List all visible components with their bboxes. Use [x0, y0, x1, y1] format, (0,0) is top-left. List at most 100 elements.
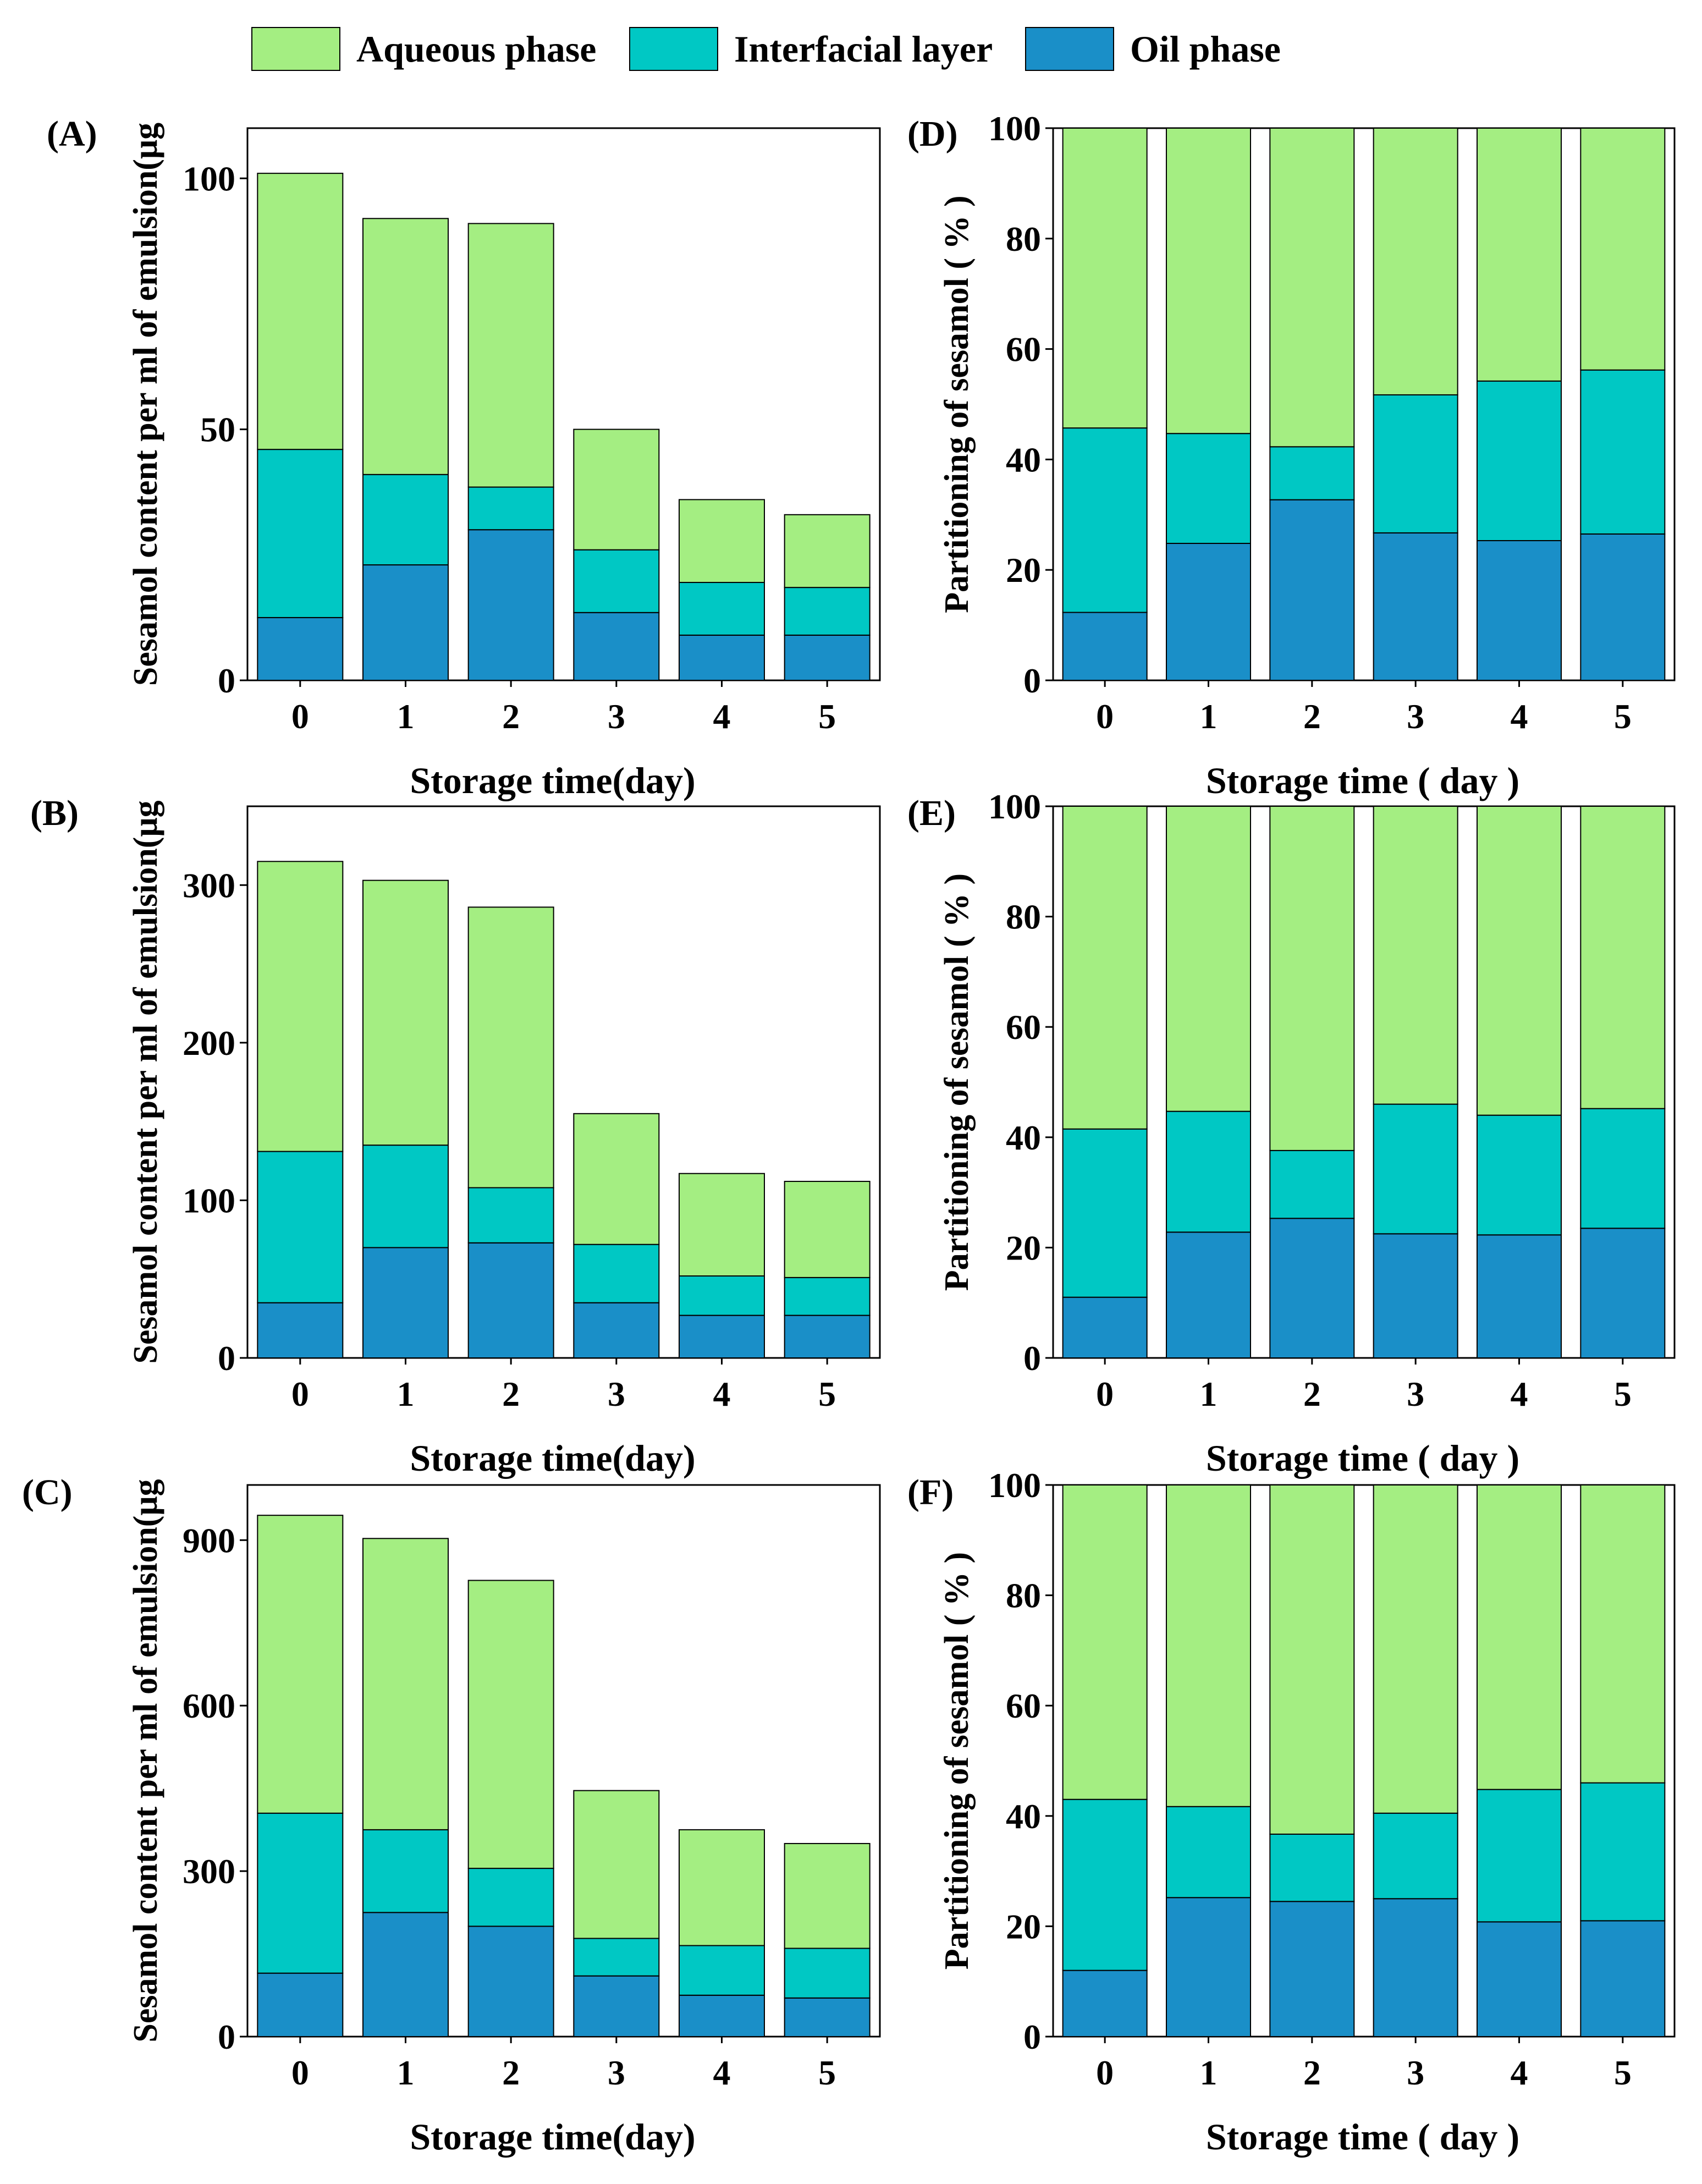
- bar-interfacial-layer-day-4: [679, 1945, 765, 1996]
- bar-interfacial-layer-day-3: [573, 1938, 660, 1977]
- bar-interfacial-layer-day-2: [1269, 1149, 1355, 1219]
- panel-label: (C): [22, 1472, 73, 1512]
- y-tick-label: 80: [1006, 1576, 1041, 1615]
- bar-interfacial-layer-day-4: [1477, 1789, 1562, 1923]
- y-axis-title: Partitioning of sesamol ( % ): [938, 1552, 976, 1970]
- x-axis-title: Storage time(day): [410, 1437, 695, 1479]
- bar-aqueous-phase-day-2: [467, 223, 554, 488]
- y-tick-label: 20: [1006, 1907, 1041, 1946]
- bar-oil-phase-day-3: [1373, 1233, 1458, 1358]
- x-tick-label: 1: [397, 2053, 415, 2092]
- bar-interfacial-layer-day-0: [1062, 427, 1148, 613]
- bar-oil-phase-day-3: [573, 1975, 660, 2037]
- panel-label: (B): [30, 793, 79, 833]
- bar-oil-phase-day-2: [467, 1242, 554, 1359]
- legend-swatch-1: [251, 27, 340, 71]
- bar-aqueous-phase-day-1: [1166, 128, 1251, 434]
- x-tick-label: 3: [1407, 697, 1424, 736]
- legend-swatch-3: [1025, 27, 1114, 71]
- bar-aqueous-phase-day-4: [679, 499, 765, 584]
- bar-interfacial-layer-day-2: [1269, 1833, 1355, 1902]
- chart-panel-6: (F) 12%31%57%25%17%58%24%12%63%25%15%60%2…: [907, 1466, 1676, 2158]
- bar-interfacial-layer-day-3: [1373, 1103, 1458, 1235]
- bar-oil-phase-day-0: [257, 1302, 344, 1358]
- bar-interfacial-layer-day-4: [679, 582, 765, 636]
- plot-frame: [246, 127, 881, 681]
- plot-frame: [246, 805, 881, 1359]
- y-tick-label: 0: [218, 661, 235, 700]
- x-tick-label: 0: [291, 2053, 309, 2092]
- bar-oil-phase-day-4: [679, 1994, 765, 2037]
- y-axis-title: Sesamol content per ml of emulsion(μg: [127, 800, 164, 1363]
- bar-oil-phase-day-1: [362, 1912, 449, 2037]
- panel-label: (A): [47, 114, 97, 154]
- data-labels: 12%33%54%25%20%55%33%9%58%27%25%48%25%29…: [1070, 230, 1658, 666]
- y-tick-label: 50: [200, 410, 235, 449]
- bar-oil-phase-day-2: [467, 1926, 554, 2037]
- x-tick-label: 0: [291, 697, 309, 736]
- y-axis-title: Partitioning of sesamol ( % ): [938, 195, 976, 613]
- plot-frame: [1052, 1484, 1676, 2038]
- y-tick-label: 40: [1006, 1797, 1041, 1836]
- y-tick-label: 100: [988, 109, 1041, 148]
- bar-aqueous-phase-day-2: [467, 1580, 554, 1869]
- x-tick-label: 3: [608, 1374, 625, 1413]
- y-tick-label: 80: [1006, 898, 1041, 937]
- y-tick-label: 0: [218, 1339, 235, 1378]
- bar-interfacial-layer-day-5: [784, 1277, 871, 1316]
- bar-aqueous-phase-day-5: [784, 1842, 871, 1949]
- y-tick-label: 0: [1023, 1339, 1041, 1378]
- bar-interfacial-layer-day-0: [1062, 1798, 1148, 1971]
- bar-interfacial-layer-day-1: [1166, 1110, 1251, 1233]
- x-tick-label: 4: [713, 697, 731, 736]
- y-tick-label: 60: [1006, 1008, 1041, 1047]
- bar-oil-phase-day-1: [1166, 543, 1251, 681]
- x-tick-label: 4: [713, 2053, 731, 2092]
- y-tick-label: 0: [1023, 661, 1041, 700]
- bar-aqueous-phase-day-1: [362, 879, 449, 1146]
- bar-aqueous-phase-day-4: [1477, 806, 1562, 1116]
- plot-frame: [1052, 127, 1676, 681]
- bar-oil-phase-day-3: [573, 612, 660, 681]
- bar-oil-phase-day-2: [467, 529, 554, 681]
- bar-oil-phase-day-1: [1166, 1897, 1251, 2037]
- y-tick-label: 100: [988, 1466, 1041, 1505]
- bar-aqueous-phase-day-1: [362, 1538, 449, 1830]
- bar-interfacial-layer-day-1: [362, 474, 449, 566]
- x-tick-label: 5: [818, 1374, 836, 1413]
- bar-interfacial-layer-day-2: [467, 1868, 554, 1927]
- bar-aqueous-phase-day-5: [1580, 806, 1666, 1109]
- bar-oil-phase-day-0: [1062, 612, 1148, 681]
- bar-aqueous-phase-day-5: [784, 514, 871, 588]
- bar-oil-phase-day-3: [1373, 1898, 1458, 2037]
- bar-aqueous-phase-day-0: [1062, 128, 1148, 429]
- bar-aqueous-phase-day-4: [679, 1829, 765, 1946]
- y-tick-label: 0: [218, 2017, 235, 2056]
- bar-aqueous-phase-day-0: [257, 861, 344, 1152]
- bar-aqueous-phase-day-5: [1580, 128, 1666, 371]
- legend-label-3: Oil phase: [1130, 28, 1281, 70]
- legend-label-2: Interfacial layer: [734, 28, 993, 70]
- data-labels: 12%31%57%25%17%58%24%12%63%25%15%60%21%2…: [1070, 1615, 1658, 2023]
- bar-aqueous-phase-day-0: [1062, 1484, 1148, 1800]
- x-tick-label: 4: [713, 1374, 731, 1413]
- bar-oil-phase-day-4: [1477, 1234, 1562, 1359]
- bar-interfacial-layer-day-3: [573, 549, 660, 613]
- bar-oil-phase-day-0: [257, 617, 344, 681]
- bar-interfacial-layer-day-4: [679, 1275, 765, 1316]
- bar-oil-phase-day-5: [784, 634, 871, 681]
- x-tick-label: 5: [1614, 2053, 1632, 2092]
- bar-interfacial-layer-day-2: [1269, 446, 1355, 500]
- bar-aqueous-phase-day-0: [1062, 806, 1148, 1130]
- x-tick-label: 0: [1096, 1374, 1114, 1413]
- bar-interfacial-layer-day-3: [573, 1244, 660, 1303]
- bar-interfacial-layer-day-3: [1373, 394, 1458, 533]
- y-tick-label: 600: [183, 1686, 235, 1725]
- bar-aqueous-phase-day-3: [573, 428, 660, 551]
- bar-oil-phase-day-1: [362, 1247, 449, 1358]
- x-tick-label: 5: [1614, 697, 1632, 736]
- bar-oil-phase-day-1: [1166, 1231, 1251, 1358]
- x-tick-label: 0: [1096, 2053, 1114, 2092]
- bar-aqueous-phase-day-3: [1373, 1484, 1458, 1814]
